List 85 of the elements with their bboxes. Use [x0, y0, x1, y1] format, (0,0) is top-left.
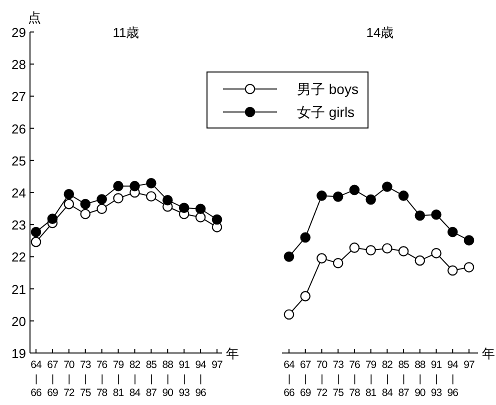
point [447, 265, 458, 276]
x-tick-label: 91 | 93 [430, 359, 442, 399]
point [80, 198, 91, 210]
point [332, 258, 344, 268]
x-tick-label: 88 | 90 [162, 359, 174, 399]
y-tick-label: 28 [12, 57, 26, 72]
x-axis-title: 年 [482, 346, 495, 361]
y-tick-label: 25 [12, 153, 26, 168]
point [398, 246, 409, 256]
x-tick-label: 70 | 72 [64, 359, 75, 399]
point [382, 182, 392, 192]
point [212, 214, 222, 225]
y-tick-label: 24 [12, 186, 26, 200]
legend-label: 男子 boys [297, 81, 358, 97]
x-tick-label: 73 | 75 [80, 359, 92, 399]
x-tick-label: 88 | 90 [414, 359, 426, 399]
point [96, 194, 107, 204]
point [195, 212, 206, 222]
point [431, 248, 442, 258]
point [284, 309, 294, 320]
x-tick-label: 79 | 81 [112, 359, 124, 399]
point [64, 198, 74, 210]
x-axis-title: 年 [226, 346, 239, 361]
y-tick-label: 20 [12, 314, 26, 329]
point [64, 188, 74, 200]
point [316, 253, 327, 264]
x-tick-label: 76 | 78 [96, 359, 108, 399]
point [178, 202, 190, 214]
x-tick-label: 94 | 96 [195, 359, 207, 399]
x-tick-label: 85 | 87 [146, 359, 158, 399]
point [195, 204, 206, 214]
x-tick-label: 94 | 96 [447, 359, 459, 399]
point [464, 262, 474, 272]
point [398, 190, 409, 201]
x-tick-label: 97 [212, 359, 223, 371]
x-tick-label: 85 | 87 [398, 359, 410, 399]
point [162, 195, 173, 206]
point [414, 255, 426, 266]
point [382, 243, 392, 254]
point [366, 245, 376, 256]
point [464, 235, 474, 246]
x-tick-label: 64 | 66 [284, 359, 295, 399]
point [146, 191, 156, 202]
x-tick-label: 79 | 81 [365, 359, 377, 399]
point [332, 192, 344, 202]
x-tick-label: 70 | 72 [316, 359, 328, 399]
point [30, 226, 42, 238]
y-tick-label: 22 [12, 250, 26, 265]
chart-title: 14歳 [366, 25, 394, 40]
x-tick-label: 64 | 66 [30, 359, 42, 399]
y-tick-label: 26 [12, 121, 26, 136]
x-tick-label: 91 | 93 [178, 359, 190, 399]
point [80, 208, 91, 220]
point [414, 210, 426, 221]
chart-title: 11歳 [112, 25, 140, 40]
y-tick-label: 27 [12, 89, 26, 104]
point [431, 210, 442, 220]
x-tick-label: 73 | 75 [332, 359, 344, 399]
y-tick-label: 29 [12, 25, 26, 40]
point [47, 214, 58, 224]
point [349, 184, 360, 196]
x-tick-label: 67 | 69 [47, 359, 58, 399]
legend-label: 女子 girls [297, 104, 355, 120]
point [284, 252, 294, 262]
point [349, 242, 360, 253]
y-tick-label: 19 [12, 346, 26, 361]
point [316, 190, 327, 201]
point [113, 180, 124, 192]
point [146, 178, 156, 188]
y-tick-label: 21 [12, 282, 26, 297]
x-tick-label: 97 [464, 359, 475, 371]
point [447, 226, 458, 238]
point [96, 204, 107, 214]
x-tick-label: 82 | 84 [129, 359, 141, 399]
x-tick-label: 82 | 84 [382, 359, 394, 399]
point [113, 193, 124, 204]
y-tick-label: 23 [12, 218, 26, 233]
y-axis-title: 点 [28, 10, 41, 25]
point [130, 180, 140, 192]
point [300, 291, 311, 302]
point [366, 194, 376, 205]
x-tick-label: 76 | 78 [349, 359, 360, 399]
x-tick-label: 67 | 69 [300, 359, 312, 399]
point [300, 232, 311, 243]
point [30, 236, 42, 248]
